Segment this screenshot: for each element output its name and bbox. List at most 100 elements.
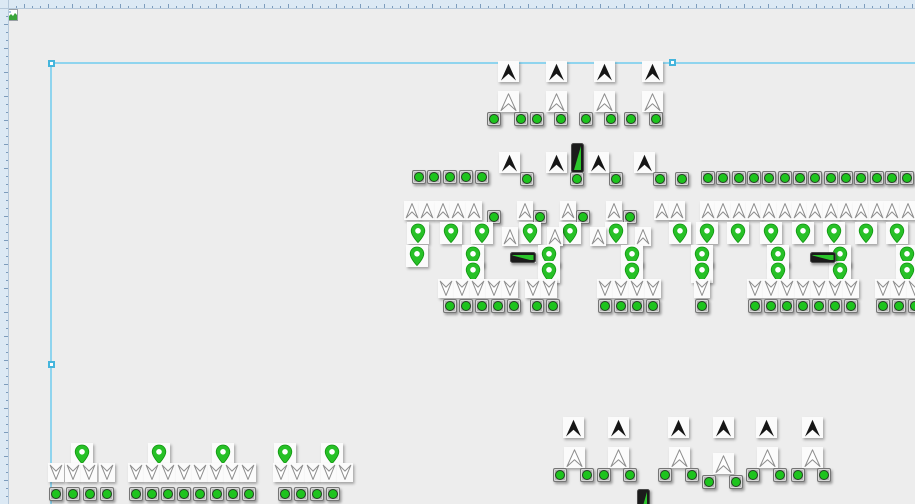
green-status-button[interactable] bbox=[716, 171, 730, 185]
green-status-button[interactable] bbox=[49, 487, 63, 501]
chevron-down-white-sm-icon[interactable] bbox=[240, 463, 256, 482]
chevron-up-white-sm-icon[interactable] bbox=[404, 201, 420, 220]
green-status-button[interactable] bbox=[870, 171, 884, 185]
green-status-button[interactable] bbox=[554, 112, 568, 126]
chevron-down-white-sm-icon[interactable] bbox=[144, 463, 160, 482]
selection-resize-handle[interactable] bbox=[47, 360, 55, 368]
chevron-down-white-sm-icon[interactable] bbox=[645, 279, 661, 298]
green-status-button[interactable] bbox=[609, 172, 623, 186]
pin-green-icon[interactable] bbox=[760, 222, 782, 244]
green-status-button[interactable] bbox=[824, 171, 838, 185]
pin-green-icon[interactable] bbox=[559, 222, 581, 244]
green-status-button[interactable] bbox=[145, 487, 159, 501]
chevron-down-white-sm-icon[interactable] bbox=[81, 463, 97, 482]
green-status-button[interactable] bbox=[658, 468, 672, 482]
pin-green-icon[interactable] bbox=[462, 261, 484, 283]
green-status-button[interactable] bbox=[791, 468, 805, 482]
green-status-button[interactable] bbox=[579, 112, 593, 126]
chevron-up-white-sm-icon[interactable] bbox=[746, 201, 762, 220]
green-status-button[interactable] bbox=[491, 299, 505, 313]
green-status-button[interactable] bbox=[520, 172, 534, 186]
green-status-button[interactable] bbox=[310, 487, 324, 501]
chevron-up-white-sm-icon[interactable] bbox=[884, 201, 900, 220]
chevron-down-white-sm-icon[interactable] bbox=[273, 463, 289, 482]
chevron-down-white-sm-icon[interactable] bbox=[224, 463, 240, 482]
green-status-button[interactable] bbox=[793, 171, 807, 185]
green-status-button[interactable] bbox=[475, 299, 489, 313]
green-status-button[interactable] bbox=[828, 299, 842, 313]
green-status-button[interactable] bbox=[773, 468, 787, 482]
green-status-button[interactable] bbox=[177, 487, 191, 501]
chevron-down-white-sm-icon[interactable] bbox=[438, 279, 454, 298]
green-status-button[interactable] bbox=[649, 112, 663, 126]
green-status-button[interactable] bbox=[443, 170, 457, 184]
green-status-button[interactable] bbox=[844, 299, 858, 313]
pin-green-icon[interactable] bbox=[71, 443, 93, 465]
chevron-up-white-sm-icon[interactable] bbox=[807, 201, 823, 220]
green-status-button[interactable] bbox=[459, 170, 473, 184]
chevron-up-white-sm-icon[interactable] bbox=[466, 201, 482, 220]
chevron-down-white-sm-icon[interactable] bbox=[525, 279, 541, 298]
chevron-down-white-sm-icon[interactable] bbox=[160, 463, 176, 482]
green-status-button[interactable] bbox=[748, 299, 762, 313]
chevron-up-white-icon[interactable] bbox=[594, 91, 615, 112]
chevron-up-white-sm-icon[interactable] bbox=[777, 201, 793, 220]
chevron-up-white-icon[interactable] bbox=[669, 447, 690, 468]
green-status-button[interactable] bbox=[778, 171, 792, 185]
green-status-button[interactable] bbox=[530, 112, 544, 126]
chevron-down-white-sm-icon[interactable] bbox=[337, 463, 353, 482]
green-status-button[interactable] bbox=[729, 475, 743, 489]
green-status-button[interactable] bbox=[598, 299, 612, 313]
green-status-button[interactable] bbox=[764, 299, 778, 313]
chevron-up-white-icon[interactable] bbox=[802, 447, 823, 468]
chevron-up-white-sm-icon[interactable] bbox=[669, 201, 685, 220]
chevron-up-black-icon[interactable] bbox=[642, 61, 663, 82]
pin-green-icon[interactable] bbox=[691, 261, 713, 283]
pin-green-icon[interactable] bbox=[274, 443, 296, 465]
selection-resize-handle[interactable] bbox=[47, 59, 55, 67]
chevron-up-white-icon[interactable] bbox=[757, 447, 778, 468]
chevron-up-black-icon[interactable] bbox=[546, 61, 567, 82]
chevron-up-white-sm-icon[interactable] bbox=[435, 201, 451, 220]
green-status-button[interactable] bbox=[796, 299, 810, 313]
green-status-button[interactable] bbox=[210, 487, 224, 501]
chevron-down-white-sm-icon[interactable] bbox=[48, 463, 64, 482]
chevron-up-white-sm-icon[interactable] bbox=[853, 201, 869, 220]
green-status-button[interactable] bbox=[278, 487, 292, 501]
chevron-down-white-sm-icon[interactable] bbox=[827, 279, 843, 298]
chevron-up-black-icon[interactable] bbox=[563, 417, 584, 438]
chevron-up-white-sm-icon[interactable] bbox=[700, 201, 716, 220]
green-status-button[interactable] bbox=[885, 171, 899, 185]
green-status-button[interactable] bbox=[808, 171, 822, 185]
chevron-down-white-sm-icon[interactable] bbox=[321, 463, 337, 482]
green-status-button[interactable] bbox=[100, 487, 114, 501]
chevron-up-white-sm-icon[interactable] bbox=[419, 201, 435, 220]
pin-green-icon[interactable] bbox=[148, 443, 170, 465]
chevron-up-black-icon[interactable] bbox=[546, 152, 567, 173]
chevron-down-white-sm-icon[interactable] bbox=[763, 279, 779, 298]
green-status-button[interactable] bbox=[459, 299, 473, 313]
green-status-button[interactable] bbox=[597, 468, 611, 482]
chevron-up-black-icon[interactable] bbox=[634, 152, 655, 173]
chevron-down-white-sm-icon[interactable] bbox=[192, 463, 208, 482]
green-status-button[interactable] bbox=[487, 210, 501, 224]
chevron-up-white-icon[interactable] bbox=[713, 453, 734, 474]
green-status-button[interactable] bbox=[854, 171, 868, 185]
chevron-up-black-icon[interactable] bbox=[588, 152, 609, 173]
chevron-down-white-sm-icon[interactable] bbox=[795, 279, 811, 298]
chevron-down-white-sm-icon[interactable] bbox=[891, 279, 907, 298]
green-status-button[interactable] bbox=[507, 299, 521, 313]
pin-green-icon[interactable] bbox=[440, 222, 462, 244]
pin-green-icon[interactable] bbox=[605, 222, 627, 244]
pin-green-icon[interactable] bbox=[406, 245, 428, 267]
green-status-button[interactable] bbox=[624, 112, 638, 126]
chevron-up-white-sm-icon[interactable] bbox=[590, 227, 606, 246]
pin-green-icon[interactable] bbox=[767, 261, 789, 283]
chevron-down-white-sm-icon[interactable] bbox=[502, 279, 518, 298]
chevron-down-white-sm-icon[interactable] bbox=[454, 279, 470, 298]
green-status-button[interactable] bbox=[623, 468, 637, 482]
green-status-button[interactable] bbox=[570, 172, 584, 186]
green-status-button[interactable] bbox=[900, 171, 914, 185]
chevron-up-white-sm-icon[interactable] bbox=[502, 227, 518, 246]
chevron-up-white-sm-icon[interactable] bbox=[715, 201, 731, 220]
